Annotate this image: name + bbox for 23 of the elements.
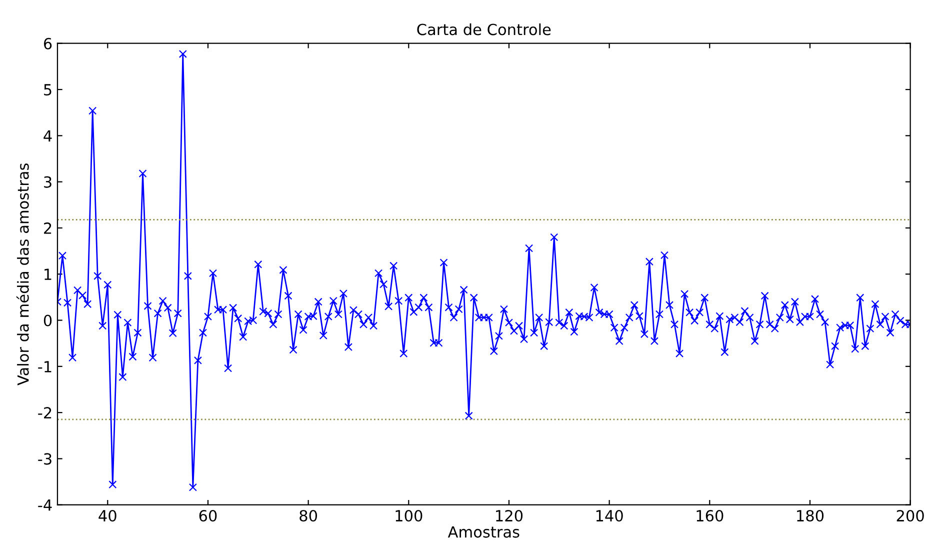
x-tick-label: 160 [696, 510, 724, 522]
chart-title: Carta de Controle [417, 23, 551, 36]
x-tick-label: 80 [300, 510, 318, 522]
y-tick-label: 6 [44, 38, 52, 50]
y-tick-label: 5 [44, 84, 52, 96]
y-tick-label: -2 [38, 407, 52, 418]
y-tick-label: 4 [44, 130, 52, 142]
y-tick-label: 0 [44, 314, 52, 326]
x-tick-label: 120 [496, 510, 523, 522]
x-tick-label: 100 [396, 510, 422, 522]
y-tick-label: -3 [38, 453, 52, 465]
x-axis-title: Amostras [448, 526, 520, 538]
y-tick-label: 3 [44, 176, 52, 188]
y-tick-label: -4 [38, 500, 52, 511]
y-axis-title: Valor da média das amostras [16, 163, 29, 386]
x-tick-label: 200 [896, 510, 924, 522]
x-tick-label: 40 [98, 510, 116, 522]
y-tick-label: -1 [38, 361, 52, 372]
x-tick-label: 60 [199, 510, 217, 522]
x-tick-label: 140 [596, 510, 623, 522]
y-tick-label: 1 [44, 268, 52, 280]
x-tick-label: 180 [797, 510, 824, 522]
y-tick-label: 2 [44, 222, 52, 234]
